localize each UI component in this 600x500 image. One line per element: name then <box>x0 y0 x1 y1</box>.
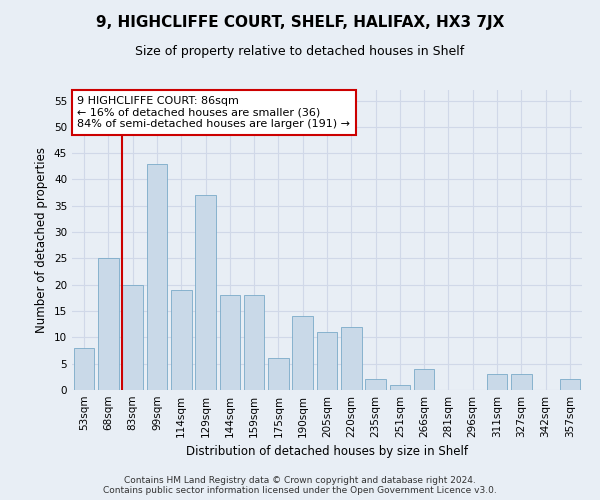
Text: 9, HIGHCLIFFE COURT, SHELF, HALIFAX, HX3 7JX: 9, HIGHCLIFFE COURT, SHELF, HALIFAX, HX3… <box>96 15 504 30</box>
X-axis label: Distribution of detached houses by size in Shelf: Distribution of detached houses by size … <box>186 446 468 458</box>
Bar <box>268 358 289 390</box>
Text: 9 HIGHCLIFFE COURT: 86sqm
← 16% of detached houses are smaller (36)
84% of semi-: 9 HIGHCLIFFE COURT: 86sqm ← 16% of detac… <box>77 96 350 129</box>
Bar <box>98 258 119 390</box>
Bar <box>389 384 410 390</box>
Bar <box>317 332 337 390</box>
Bar <box>220 296 240 390</box>
Text: Size of property relative to detached houses in Shelf: Size of property relative to detached ho… <box>136 45 464 58</box>
Bar <box>292 316 313 390</box>
Bar <box>560 380 580 390</box>
Y-axis label: Number of detached properties: Number of detached properties <box>35 147 49 333</box>
Bar <box>122 284 143 390</box>
Bar <box>365 380 386 390</box>
Text: Contains HM Land Registry data © Crown copyright and database right 2024.
Contai: Contains HM Land Registry data © Crown c… <box>103 476 497 495</box>
Bar <box>414 369 434 390</box>
Bar <box>74 348 94 390</box>
Bar <box>244 296 265 390</box>
Bar <box>195 196 216 390</box>
Bar <box>146 164 167 390</box>
Bar <box>171 290 191 390</box>
Bar <box>487 374 508 390</box>
Bar <box>511 374 532 390</box>
Bar <box>341 327 362 390</box>
